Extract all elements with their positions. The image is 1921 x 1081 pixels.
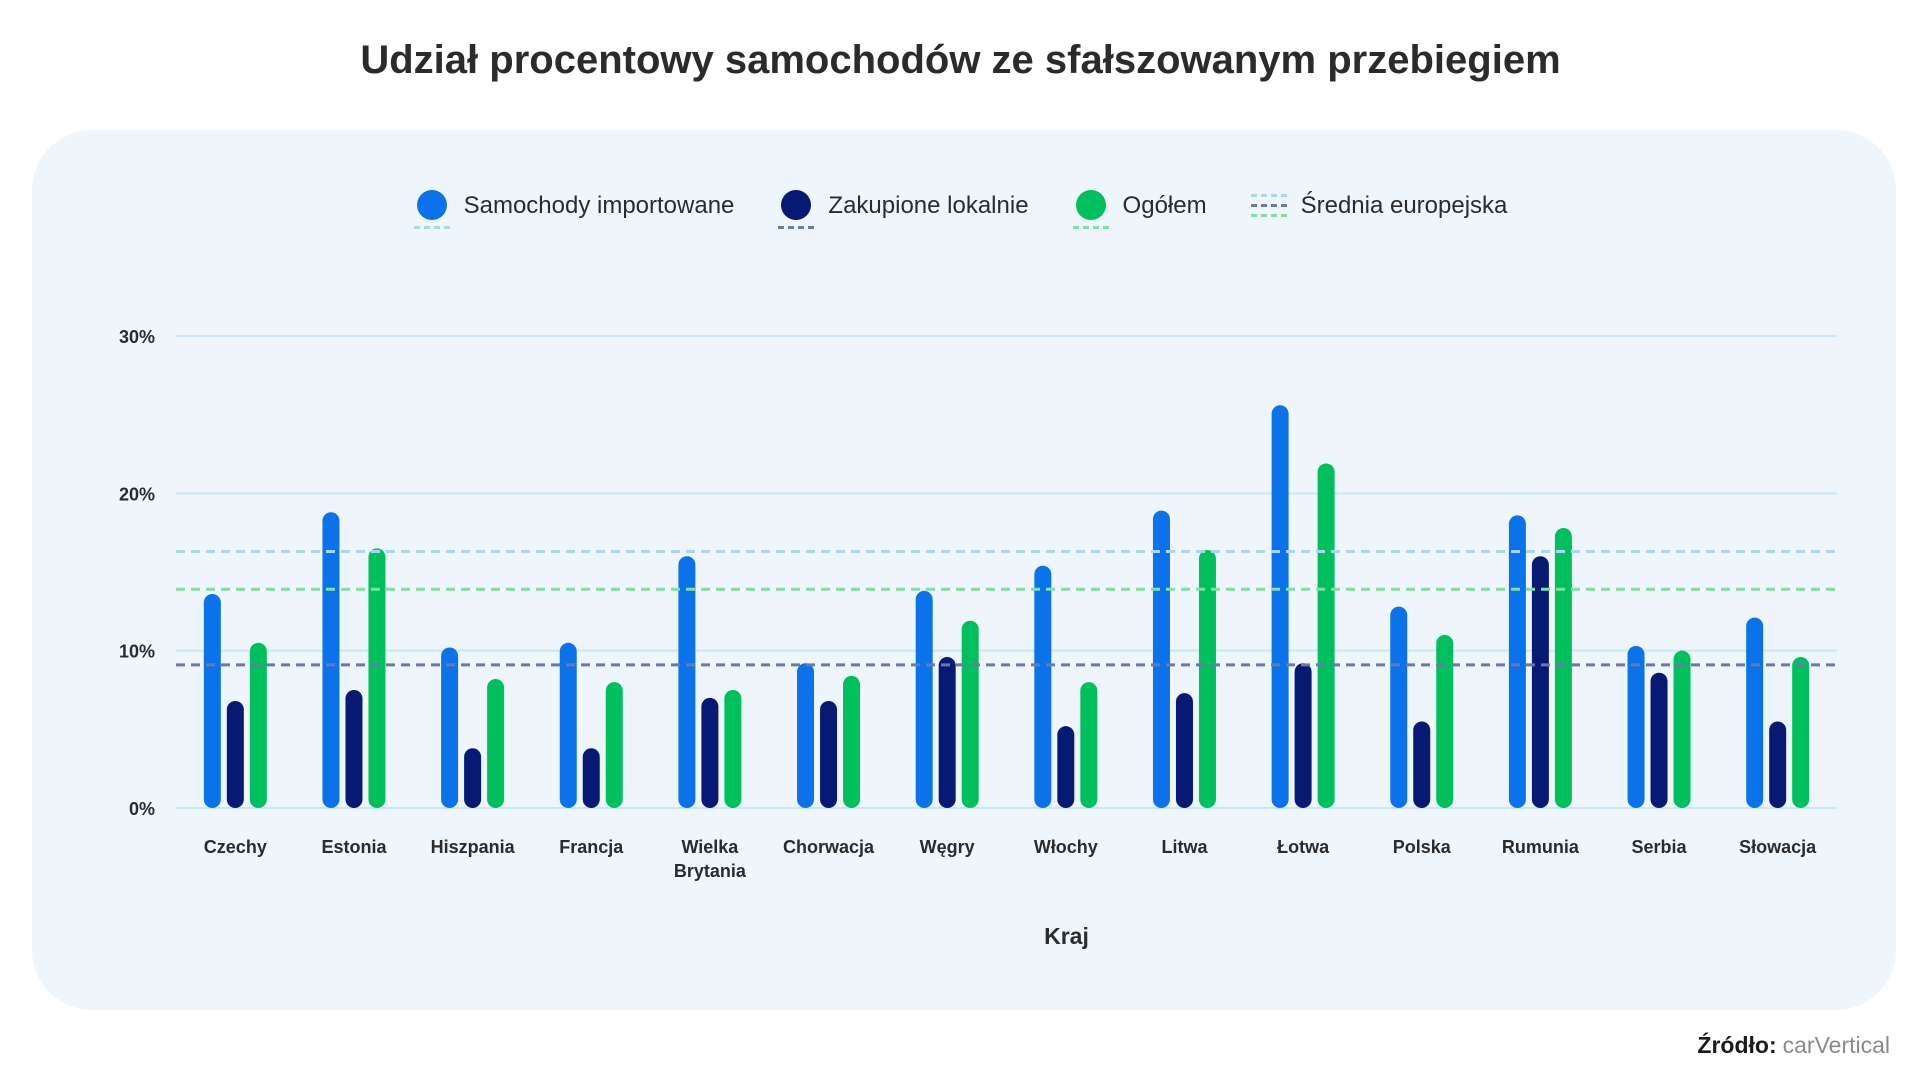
bar — [1152, 510, 1170, 808]
bar — [1294, 663, 1312, 808]
x-tick-label: Brytania — [674, 861, 747, 881]
bar — [1673, 650, 1691, 808]
source-label: Źródło: — [1697, 1032, 1777, 1058]
source-value: carVertical — [1782, 1032, 1890, 1058]
bar — [1317, 463, 1335, 808]
y-tick-label: 30% — [119, 327, 155, 347]
x-tick-label: Słowacja — [1739, 837, 1817, 857]
legend-item-local: Zakupione lokalnie — [778, 188, 1029, 229]
bar — [464, 748, 482, 808]
bar — [1080, 682, 1098, 808]
y-tick-label: 20% — [119, 484, 155, 504]
x-tick-label: Rumunia — [1502, 837, 1580, 857]
bar — [322, 512, 340, 808]
y-tick-label: 0% — [129, 799, 155, 819]
legend-item-imported: Samochody importowane — [413, 188, 735, 229]
legend-swatch-imported — [413, 188, 450, 229]
bar — [249, 642, 267, 808]
bar — [1627, 645, 1645, 808]
x-tick-label: Chorwacja — [783, 837, 875, 857]
x-tick-label: Francja — [559, 837, 624, 857]
legend-label: Samochody importowane — [463, 192, 735, 219]
bar — [226, 701, 244, 808]
bar — [1746, 617, 1764, 808]
bar — [1792, 656, 1810, 808]
chart-panel — [32, 130, 1896, 1010]
x-tick-label: Polska — [1393, 837, 1452, 857]
bar — [820, 701, 838, 808]
bar — [1436, 634, 1454, 808]
legend-swatch-overall — [1072, 188, 1109, 229]
x-axis-label: Kraj — [1044, 923, 1089, 949]
bar — [1057, 726, 1075, 808]
legend-item-overall: Ogółem — [1072, 188, 1207, 229]
bar — [1175, 693, 1193, 808]
bar — [1271, 405, 1289, 808]
x-tick-label: Litwa — [1161, 837, 1208, 857]
bar — [345, 690, 363, 808]
bar — [1390, 606, 1408, 808]
x-tick-label: Estonia — [321, 837, 387, 857]
x-tick-label: Hiszpania — [431, 837, 516, 857]
source-note: Źródło: carVertical — [1697, 1032, 1890, 1059]
bar — [961, 620, 979, 808]
legend-swatch-local — [778, 188, 815, 229]
bar — [1650, 672, 1668, 808]
bar — [724, 690, 742, 808]
legend: Samochody importowane Zakupione lokalnie… — [0, 188, 1921, 229]
bar — [1413, 721, 1431, 808]
bar — [605, 682, 623, 808]
chart-title: Udział procentowy samochodów ze sfałszow… — [360, 38, 1561, 82]
bar — [938, 656, 956, 808]
bar — [1554, 527, 1572, 808]
bar — [203, 594, 221, 808]
x-tick-label: Węgry — [920, 837, 975, 857]
bar — [1198, 549, 1216, 808]
bar — [843, 675, 861, 808]
bar — [1508, 515, 1526, 808]
legend-label: Średnia europejska — [1300, 192, 1508, 219]
bar — [1034, 565, 1052, 808]
bar — [701, 697, 719, 808]
x-tick-label: Serbia — [1632, 837, 1688, 857]
y-tick-label: 10% — [119, 642, 155, 662]
legend-item-european-average: Średnia europejska — [1250, 188, 1508, 228]
legend-label: Ogółem — [1122, 192, 1207, 219]
x-tick-label: Łotwa — [1277, 837, 1330, 857]
bar — [1769, 721, 1787, 808]
bar — [441, 647, 459, 808]
x-tick-label: Włochy — [1034, 837, 1098, 857]
bar — [487, 678, 505, 808]
bar — [368, 548, 386, 808]
bar — [1531, 556, 1549, 808]
bar — [678, 556, 696, 808]
bar — [797, 663, 815, 808]
legend-label: Zakupione lokalnie — [828, 192, 1029, 219]
bar — [915, 590, 933, 808]
bar — [559, 642, 577, 808]
legend-swatch-european-average — [1250, 188, 1287, 228]
bar — [582, 748, 600, 808]
x-tick-label: Wielka — [681, 837, 739, 857]
x-tick-label: Czechy — [204, 837, 267, 857]
